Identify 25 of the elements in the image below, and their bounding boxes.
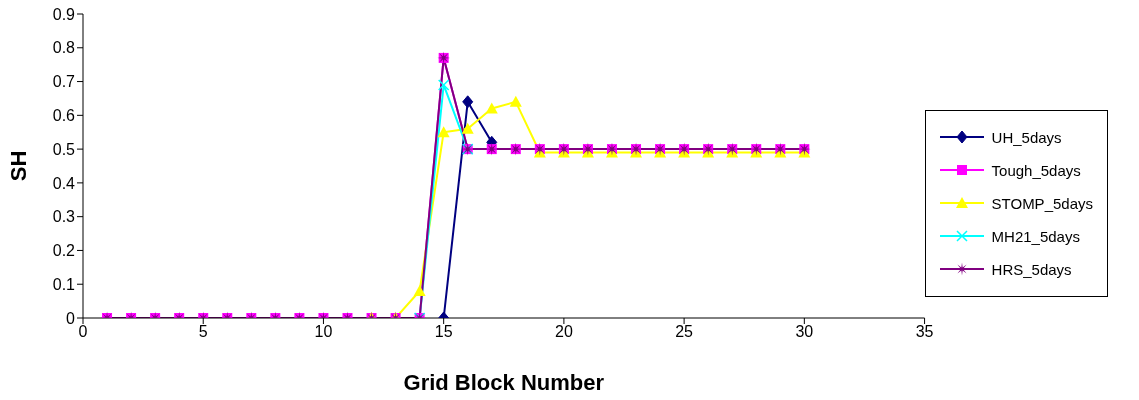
x-tick-label: 25	[675, 323, 694, 341]
legend-label: UH_5days	[991, 128, 1062, 146]
legend-label: STOMP_5days	[991, 194, 1093, 212]
y-tick-label: 0.8	[52, 39, 76, 57]
y-tick-label: 0.9	[52, 5, 76, 23]
x-tick-label: 15	[434, 323, 453, 341]
x-tick-label: 30	[795, 323, 814, 341]
x-tick-label: 35	[915, 323, 934, 341]
y-tick-label: 0.7	[52, 73, 76, 91]
y-tick-label: 0.3	[52, 208, 76, 226]
x-axis-title: Grid Block Number	[403, 370, 605, 395]
y-tick-label: 0.4	[52, 174, 76, 192]
legend-label: MH21_5days	[991, 227, 1080, 245]
y-tick-label: 0.1	[52, 275, 76, 293]
legend-label: HRS_5days	[991, 260, 1072, 278]
y-tick-label: 0.5	[52, 140, 76, 158]
y-tick-label: 0.6	[52, 107, 76, 125]
x-tick-label: 5	[198, 323, 208, 341]
y-axis-title: SH	[5, 150, 31, 182]
x-tick-label: 0	[78, 323, 88, 341]
legend-label: Tough_5days	[991, 161, 1081, 179]
x-tick-label: 10	[314, 323, 333, 341]
x-tick-label: 20	[554, 323, 573, 341]
y-tick-label: 0.2	[52, 242, 76, 260]
y-tick-label: 0	[66, 309, 76, 327]
